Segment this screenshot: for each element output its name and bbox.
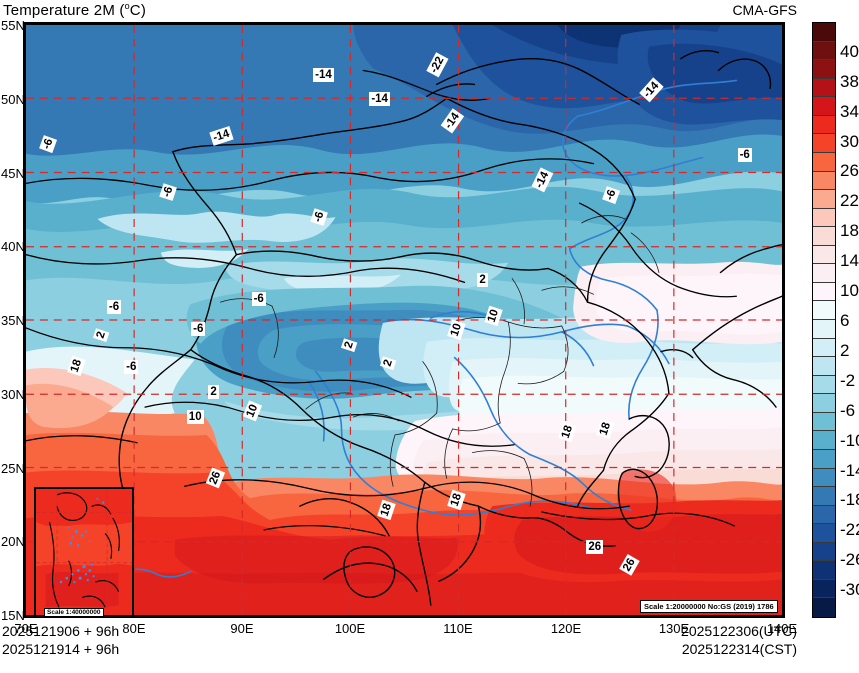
temperature-field bbox=[26, 25, 782, 615]
degree-symbol: o bbox=[124, 1, 130, 11]
colorbar-tick-40: 40 bbox=[840, 41, 859, 61]
colorbar-swatch bbox=[813, 78, 835, 98]
lon-tick-110E: 110E bbox=[443, 621, 473, 636]
colorbar-tick-34: 34 bbox=[840, 101, 859, 121]
lat-tick-55N: 55N bbox=[1, 18, 25, 33]
colorbar-tick--14: -14 bbox=[840, 460, 859, 480]
colorbar-swatch bbox=[813, 449, 835, 469]
colorbar-swatch bbox=[813, 23, 835, 42]
colorbar-tick--22: -22 bbox=[840, 520, 859, 540]
south-china-sea-inset[interactable] bbox=[34, 487, 134, 615]
contour-label: 10 bbox=[186, 410, 204, 425]
contour-label: -14 bbox=[369, 91, 390, 106]
colorbar-swatch bbox=[813, 245, 835, 265]
colorbar-tick-14: 14 bbox=[840, 251, 859, 271]
init-time-utc: 2025121906 + 96h bbox=[2, 623, 120, 639]
page-title-unit: C) bbox=[129, 2, 147, 19]
contour-label: 2 bbox=[477, 273, 488, 288]
lat-tick-45N: 45N bbox=[1, 165, 25, 181]
inset-scale-label: Scale 1:40000000 bbox=[44, 608, 104, 617]
contour-label: -6 bbox=[737, 147, 752, 162]
colorbar-swatch bbox=[813, 394, 835, 413]
colorbar-swatch bbox=[813, 524, 835, 543]
colorbar-swatch bbox=[813, 357, 835, 376]
colorbar-tick-10: 10 bbox=[840, 281, 859, 301]
lat-tick-25N: 25N bbox=[1, 460, 25, 476]
lat-tick-35N: 35N bbox=[1, 313, 25, 328]
colorbar-tick-30: 30 bbox=[840, 131, 859, 151]
colorbar-tick--30: -30 bbox=[840, 580, 859, 600]
contour-label: -6 bbox=[191, 321, 206, 336]
colorbar-swatch bbox=[813, 208, 835, 228]
colorbar-swatch bbox=[813, 338, 835, 358]
lat-tick-15N: 15N bbox=[1, 608, 25, 623]
colorbar-swatch bbox=[813, 152, 835, 172]
lon-tick-90E: 90E bbox=[230, 621, 254, 636]
colorbar-swatch bbox=[813, 190, 835, 209]
colorbar-swatch bbox=[813, 431, 835, 450]
valid-time-cst: 2025122314(CST) bbox=[681, 641, 797, 657]
contour-label: -6 bbox=[251, 292, 266, 307]
colorbar-swatch bbox=[813, 412, 835, 432]
colorbar-tick-18: 18 bbox=[840, 221, 859, 241]
lat-tick-40N: 40N bbox=[1, 239, 25, 255]
colorbar-swatch bbox=[813, 375, 835, 395]
map-frame[interactable]: -14 -14 -22 -14 -14 -6 -14 -6 -6 -6 -6 -14 -6 -6 -6 -6 2… bbox=[23, 22, 785, 618]
colorbar-tick--10: -10 bbox=[840, 430, 859, 450]
colorbar-swatch bbox=[813, 282, 835, 302]
colorbar-swatch bbox=[813, 60, 835, 79]
colorbar-swatch bbox=[813, 115, 835, 135]
colorbar-tick-38: 38 bbox=[840, 71, 859, 91]
colorbar-swatch bbox=[813, 301, 835, 320]
colorbar-swatch bbox=[813, 264, 835, 283]
init-time-cst: 2025121914 + 96h bbox=[2, 641, 120, 657]
colorbar-swatch bbox=[813, 134, 835, 153]
colorbar-swatch bbox=[813, 320, 835, 339]
colorbar-swatch bbox=[813, 561, 835, 580]
lon-tick-80E: 80E bbox=[122, 621, 146, 636]
colorbar-swatch bbox=[813, 487, 835, 506]
valid-time-utc: 2025122306(UTC) bbox=[681, 623, 797, 639]
colorbar-swatch bbox=[813, 598, 835, 617]
model-label: CMA-GFS bbox=[732, 2, 797, 18]
inset-canvas bbox=[36, 489, 132, 615]
lon-tick-120E: 120E bbox=[550, 621, 582, 636]
contour-label: 26 bbox=[586, 540, 604, 555]
colorbar-tick--26: -26 bbox=[840, 550, 859, 570]
map-canvas bbox=[26, 25, 782, 615]
lat-tick-50N: 50N bbox=[1, 91, 25, 107]
colorbar[interactable] bbox=[812, 22, 836, 618]
contour-label: -6 bbox=[124, 360, 139, 375]
colorbar-swatch bbox=[813, 97, 835, 116]
colorbar-tick-2: 2 bbox=[840, 340, 850, 360]
contour-label: -14 bbox=[313, 68, 334, 83]
colorbar-swatch bbox=[813, 468, 835, 488]
colorbar-tick--18: -18 bbox=[840, 490, 859, 510]
lon-tick-70E: 70E bbox=[14, 621, 38, 636]
colorbar-tick-6: 6 bbox=[840, 311, 850, 330]
colorbar-swatch bbox=[813, 41, 835, 61]
lat-tick-30N: 30N bbox=[1, 386, 25, 402]
colorbar-tick--6: -6 bbox=[840, 400, 856, 420]
colorbar-swatch bbox=[813, 579, 835, 599]
colorbar-tick-22: 22 bbox=[840, 191, 859, 211]
contour-label: 2 bbox=[208, 385, 219, 400]
map-scale-label: Scale 1:20000000 No:GS (2019) 1786 bbox=[640, 600, 778, 613]
colorbar-tick--2: -2 bbox=[840, 370, 856, 390]
colorbar-swatch bbox=[813, 227, 835, 246]
lon-tick-140E: 140E bbox=[766, 621, 798, 636]
colorbar-tick-26: 26 bbox=[840, 161, 859, 181]
page-title: Temperature 2M (oC) bbox=[3, 1, 146, 19]
lon-tick-130E: 130E bbox=[658, 621, 690, 636]
colorbar-swatch bbox=[813, 542, 835, 562]
lat-tick-20N: 20N bbox=[1, 534, 25, 550]
page-title-text: Temperature 2M ( bbox=[3, 2, 125, 19]
contour-label: -6 bbox=[106, 299, 122, 314]
colorbar-swatch bbox=[813, 171, 835, 191]
lon-tick-100E: 100E bbox=[334, 621, 366, 636]
colorbar-swatch bbox=[813, 505, 835, 525]
